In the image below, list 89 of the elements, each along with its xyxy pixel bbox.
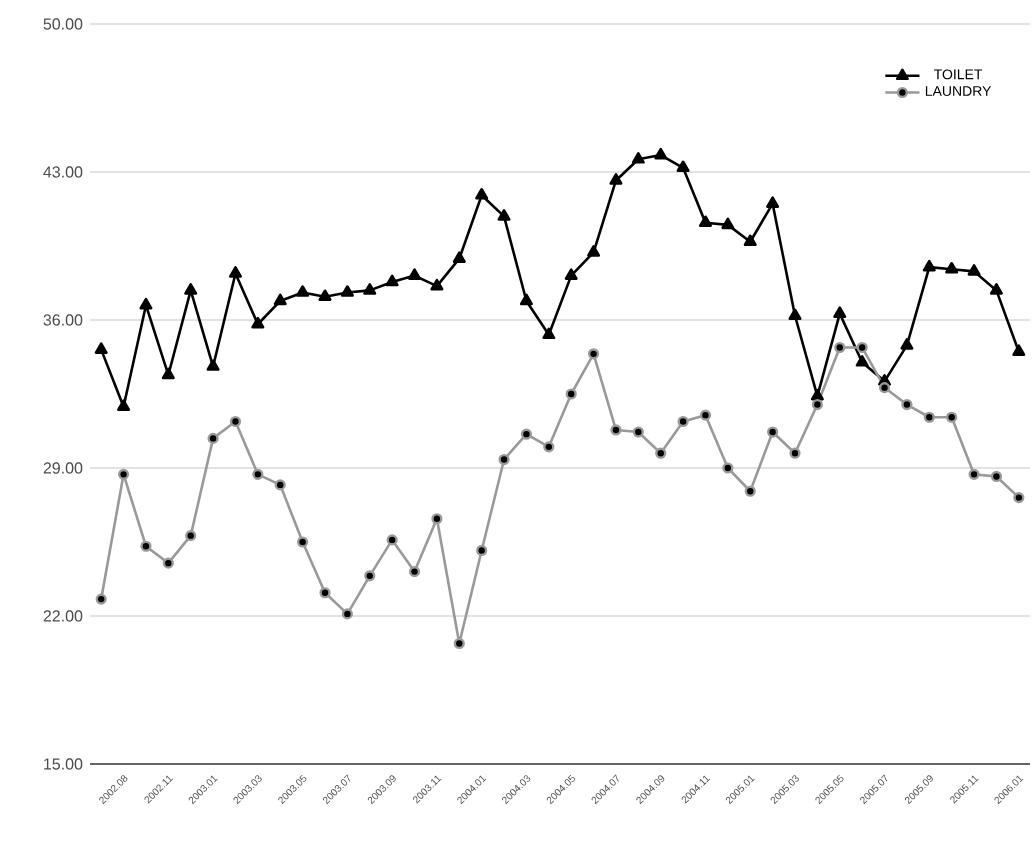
y-tick-label: 29.00: [43, 462, 83, 474]
point: [206, 359, 220, 371]
point: [184, 283, 198, 295]
point: [855, 354, 869, 367]
point: [722, 462, 734, 474]
point: [431, 513, 443, 525]
point: [408, 268, 422, 280]
point: [721, 217, 735, 230]
point: [162, 557, 174, 569]
point: [767, 426, 779, 438]
point: [519, 293, 533, 306]
y-tick-label: 36.00: [43, 314, 83, 326]
point: [520, 428, 533, 440]
point: [609, 173, 623, 185]
point: [699, 409, 712, 421]
point: [655, 447, 667, 459]
point: [476, 544, 488, 557]
point: [140, 540, 152, 552]
point: [811, 398, 823, 411]
point: [251, 316, 265, 329]
point: [766, 196, 780, 209]
y-tick-label: 15.00: [44, 758, 83, 770]
point: [273, 293, 287, 306]
point: [252, 468, 264, 480]
point: [430, 278, 444, 291]
point: [139, 297, 153, 310]
point: [229, 415, 242, 428]
point: [587, 245, 601, 257]
point: [744, 485, 756, 497]
point: [922, 259, 936, 272]
y-tick-label: 50.00: [43, 18, 83, 30]
point: [990, 470, 1003, 483]
point: [453, 637, 465, 650]
point: [788, 308, 802, 321]
point: [363, 283, 377, 295]
point: [834, 341, 846, 354]
point: [274, 479, 286, 491]
point: [743, 234, 757, 247]
point: [989, 283, 1003, 295]
point: [161, 367, 175, 380]
point: [677, 415, 689, 428]
point: [340, 285, 354, 297]
point: [452, 251, 466, 263]
point: [967, 264, 981, 276]
point: [698, 215, 712, 228]
point: [923, 411, 935, 423]
point: [542, 327, 556, 340]
point: [1013, 492, 1025, 504]
point: [878, 382, 891, 394]
point: [318, 289, 332, 302]
point: [117, 399, 131, 411]
point: [117, 468, 130, 480]
point: [789, 447, 801, 459]
point: [319, 587, 331, 599]
point: [610, 424, 622, 436]
point: [587, 348, 600, 360]
y-tick-label: 22.00: [43, 610, 83, 622]
point: [676, 160, 690, 173]
point: [498, 453, 510, 466]
point: [385, 274, 399, 287]
point: [565, 388, 577, 400]
point: [94, 342, 108, 354]
point: [900, 338, 914, 350]
point: [364, 570, 376, 582]
point: [810, 388, 824, 401]
point: [296, 285, 310, 297]
point: [497, 209, 511, 221]
point: [945, 261, 959, 274]
point: [297, 536, 309, 548]
point: [408, 566, 421, 578]
point: [95, 593, 107, 605]
point: [475, 187, 489, 200]
point: [901, 398, 913, 411]
y-tick-label: 43.00: [43, 166, 83, 178]
point: [946, 411, 958, 423]
point: [543, 441, 555, 453]
point: [632, 426, 644, 438]
point: [207, 432, 219, 444]
point: [341, 608, 353, 620]
point: [856, 341, 868, 354]
point: [833, 306, 847, 318]
point: [228, 266, 242, 278]
point: [1012, 344, 1026, 357]
point: [564, 268, 578, 280]
point: [386, 534, 398, 546]
point: [631, 152, 645, 164]
point: [654, 147, 668, 160]
point: [185, 530, 197, 542]
point: [968, 468, 980, 480]
